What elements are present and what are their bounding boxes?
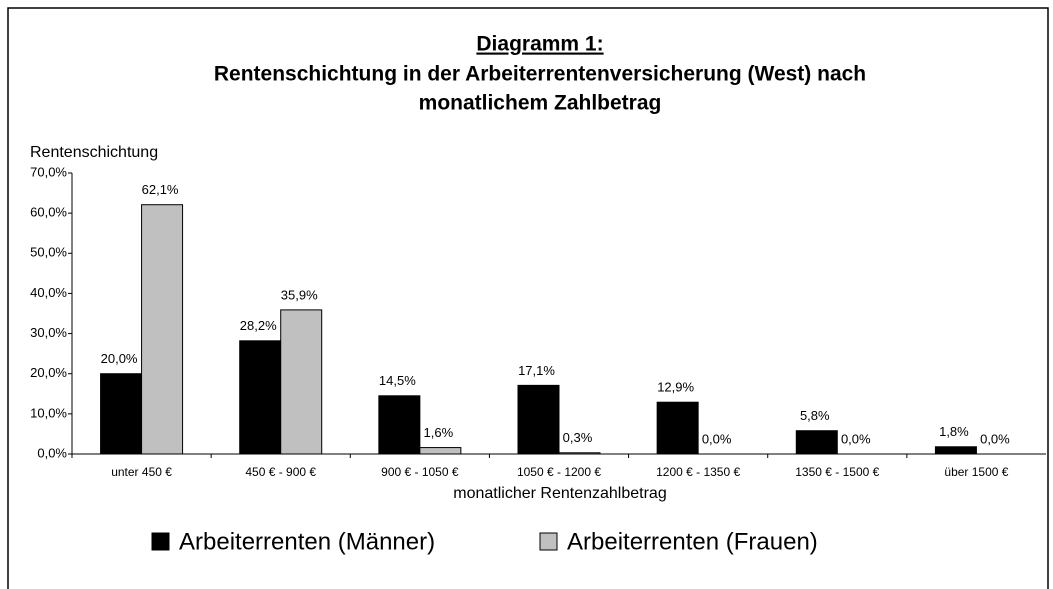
value-label: 0,3% bbox=[563, 430, 593, 445]
bar bbox=[239, 340, 282, 455]
x-tick-label: 1200 € - 1350 € bbox=[656, 465, 740, 479]
value-label: 17,1% bbox=[518, 363, 555, 378]
bar bbox=[141, 204, 184, 455]
chart-subtitle: monatlichem Zahlbetrag bbox=[419, 92, 662, 115]
x-tick-label: 450 € - 900 € bbox=[245, 465, 316, 479]
y-axis-label: Rentenschichtung bbox=[30, 144, 158, 161]
bar bbox=[558, 452, 601, 455]
value-label: 62,1% bbox=[142, 182, 179, 197]
value-label: 1,6% bbox=[424, 425, 454, 440]
value-label: 0,0% bbox=[980, 431, 1010, 446]
y-tick-label: 40,0% bbox=[30, 285, 67, 300]
value-label: 12,9% bbox=[657, 380, 694, 395]
y-tick-label: 60,0% bbox=[30, 205, 67, 220]
bar bbox=[419, 447, 462, 455]
y-tick-label: 30,0% bbox=[30, 325, 67, 340]
y-tick-label: 10,0% bbox=[30, 405, 67, 420]
bar bbox=[378, 395, 421, 455]
x-tick-label: 900 € - 1050 € bbox=[381, 465, 459, 479]
x-axis-label: monatlicher Rentenzahlbetrag bbox=[453, 485, 666, 502]
value-label: 1,8% bbox=[939, 424, 969, 439]
bar bbox=[280, 309, 323, 455]
bar bbox=[934, 446, 977, 455]
bar bbox=[100, 373, 143, 455]
x-tick-label: unter 450 € bbox=[111, 465, 172, 479]
value-label: 20,0% bbox=[101, 351, 138, 366]
x-tick-label: 1350 € - 1500 € bbox=[795, 465, 879, 479]
legend-label: Arbeiterrenten (Männer) bbox=[179, 528, 435, 555]
value-label: 0,0% bbox=[841, 431, 871, 446]
chart-title: Diagramm 1: bbox=[476, 33, 603, 56]
value-label: 5,8% bbox=[800, 408, 830, 423]
frame bbox=[7, 7, 1049, 589]
y-tick-label: 70,0% bbox=[30, 164, 67, 179]
chart-subtitle: Rentenschichtung in der Arbeiterrentenve… bbox=[214, 63, 866, 86]
legend-swatch bbox=[151, 532, 170, 551]
y-tick-label: 0,0% bbox=[37, 445, 67, 460]
x-tick-label: über 1500 € bbox=[944, 465, 1008, 479]
x-tick-label: 1050 € - 1200 € bbox=[517, 465, 601, 479]
value-label: 35,9% bbox=[281, 287, 318, 302]
value-label: 28,2% bbox=[240, 318, 277, 333]
value-label: 14,5% bbox=[379, 373, 416, 388]
legend-label: Arbeiterrenten (Frauen) bbox=[567, 528, 818, 555]
bar bbox=[795, 430, 838, 455]
y-tick-label: 20,0% bbox=[30, 365, 67, 380]
legend-swatch bbox=[539, 532, 558, 551]
bar bbox=[517, 384, 560, 455]
value-label: 0,0% bbox=[702, 431, 732, 446]
y-tick-label: 50,0% bbox=[30, 245, 67, 260]
bar bbox=[656, 401, 699, 455]
